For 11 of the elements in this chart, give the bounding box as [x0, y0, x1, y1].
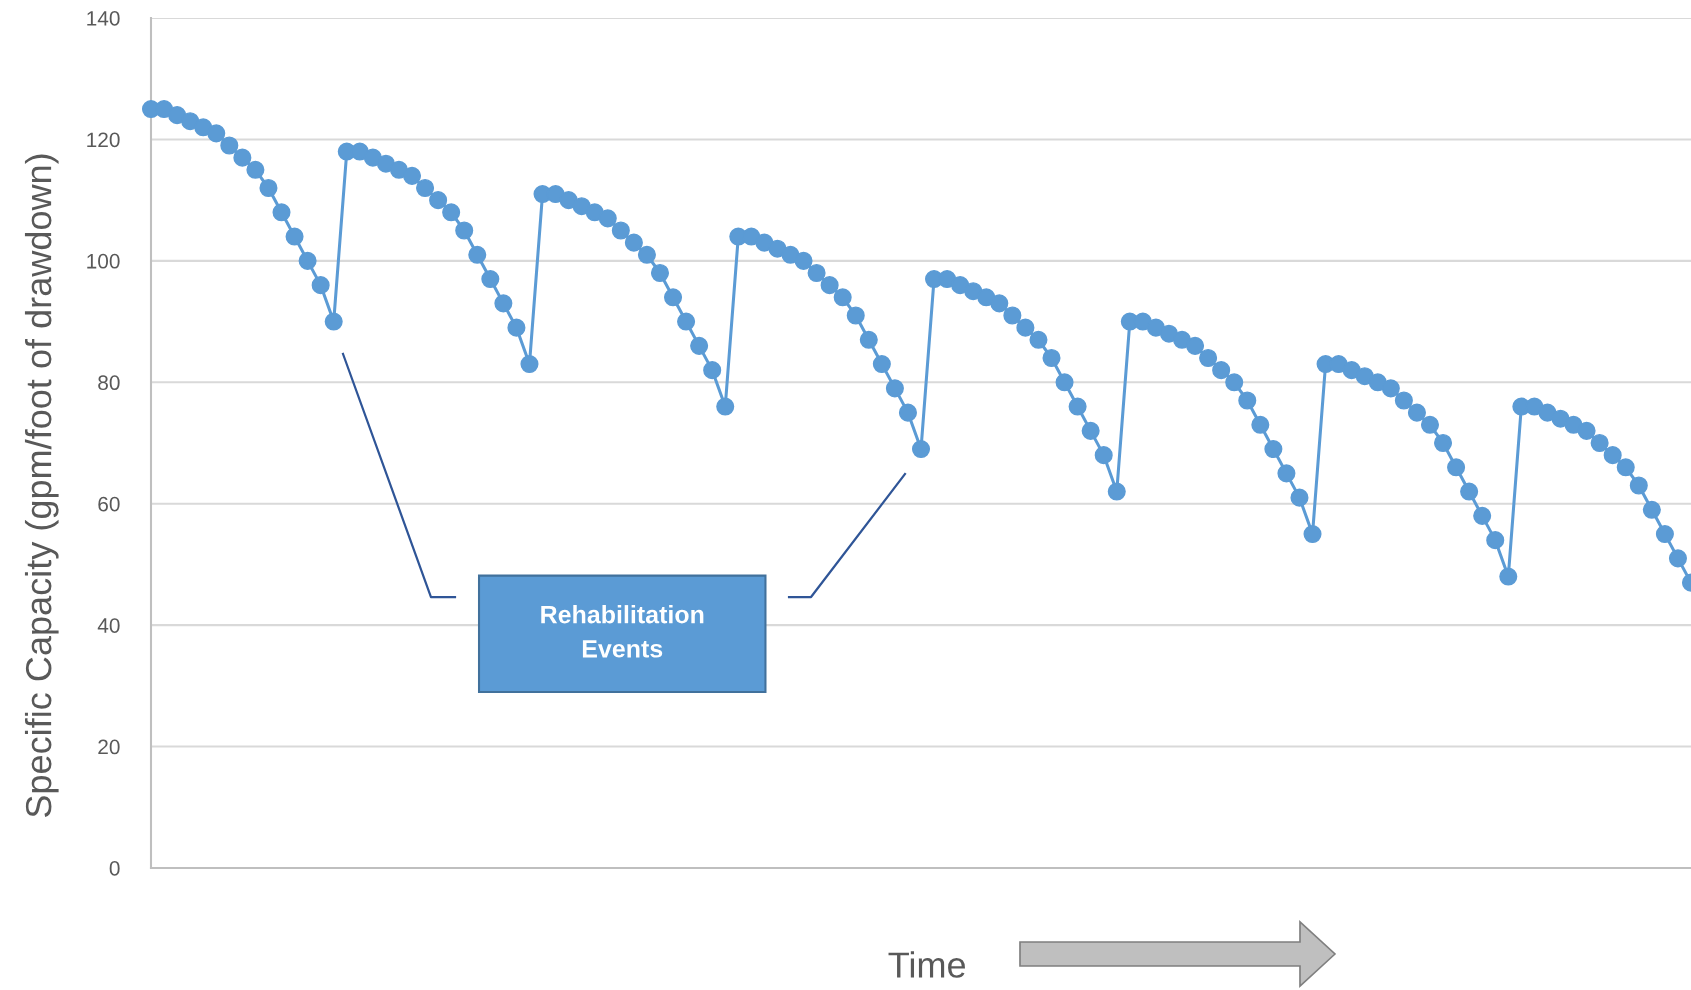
y-tick-label: 120: [87, 132, 120, 148]
y-tick-label: 20: [98, 739, 120, 755]
y-tick-label: 80: [98, 375, 120, 391]
y-tick-label: 140: [87, 11, 120, 26]
y-tick-label: 40: [97, 618, 120, 633]
y-tick-label: 0: [109, 861, 120, 876]
annotation: Rehabilitation Events: [541, 605, 704, 658]
y-tick-label: 60: [98, 496, 120, 512]
x-axis-title: Time: [888, 951, 965, 978]
y-axis-title: Specific Capacity (gpm/foot of drawdown): [24, 154, 59, 818]
y-tick-label: 100: [87, 253, 120, 269]
